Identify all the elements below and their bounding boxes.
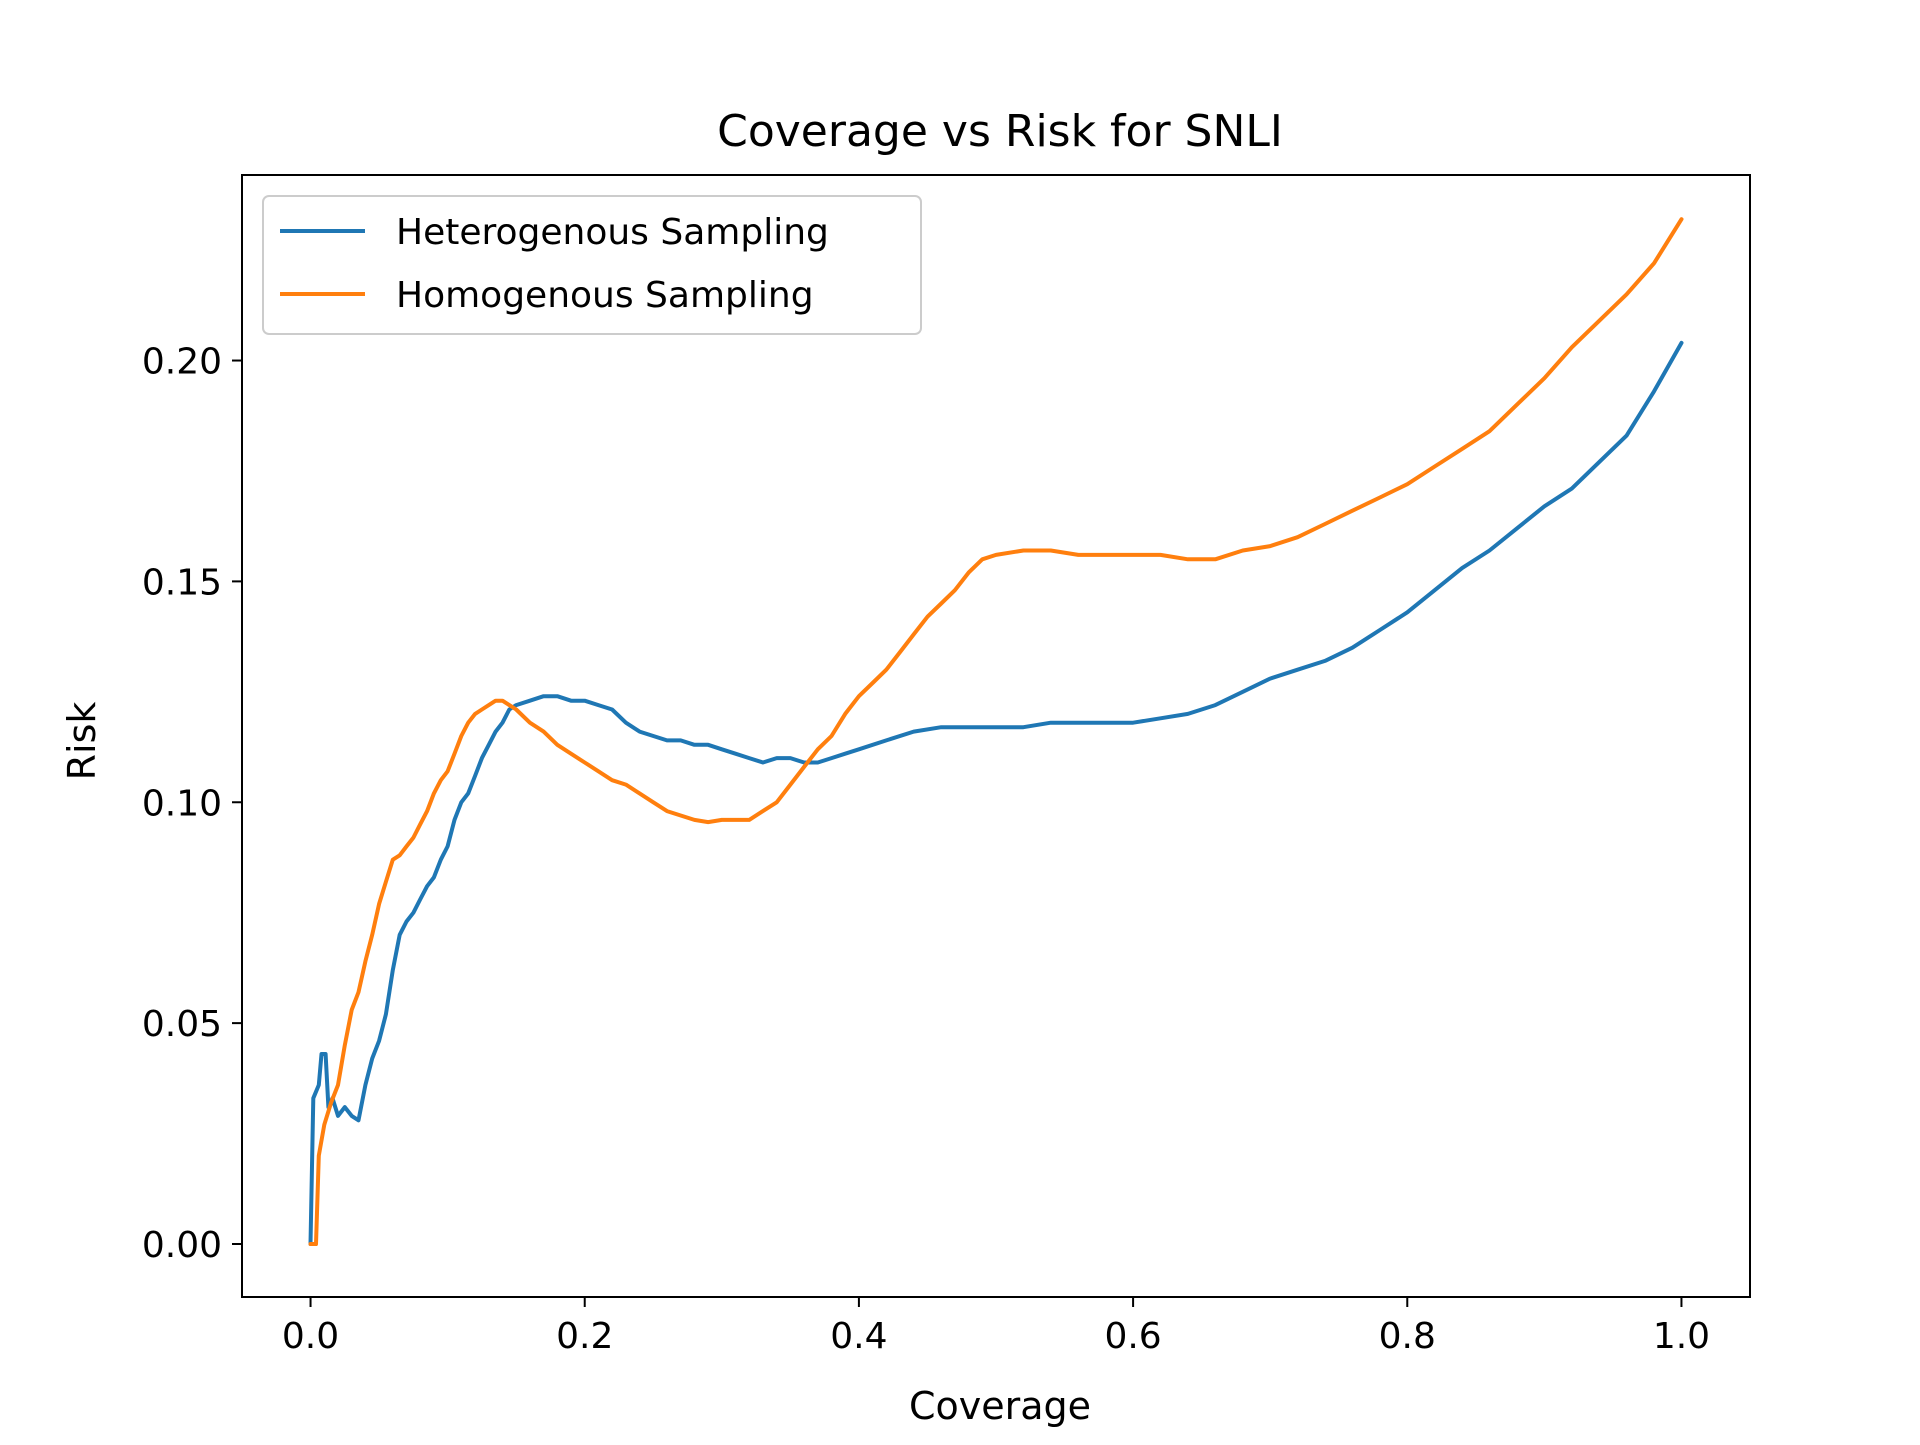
x-tick-label: 0.4: [830, 1316, 887, 1357]
x-tick-label: 1.0: [1653, 1316, 1710, 1357]
legend-label: Homogenous Sampling: [396, 275, 814, 316]
x-tick-label: 0.0: [282, 1316, 339, 1357]
y-tick-label: 0.00: [142, 1225, 222, 1266]
x-axis-label: Coverage: [909, 1384, 1091, 1428]
y-tick-label: 0.15: [142, 562, 222, 603]
y-axis-label: Risk: [60, 702, 104, 781]
series-line-heterogenous: [308, 340, 1684, 1246]
series-line-homogenous: [308, 217, 1684, 1246]
y-tick-label: 0.05: [142, 1004, 222, 1045]
y-tick-label: 0.20: [142, 342, 222, 383]
y-tick-label: 0.10: [142, 783, 222, 824]
axes-frame: [241, 174, 1751, 1298]
x-tick-label: 0.2: [556, 1316, 613, 1357]
x-tick-label: 0.8: [1379, 1316, 1436, 1357]
chart-title: Coverage vs Risk for SNLI: [717, 106, 1283, 157]
plot-area: 0.0 0.2 0.4 0.6 0.8 1.0 0.00 0.05 0.10 0.15 0.20 He…: [142, 174, 1751, 1357]
legend-label: Heterogenous Sampling: [396, 212, 829, 253]
x-tick-label: 0.6: [1104, 1316, 1161, 1357]
legend-box: [262, 195, 922, 335]
